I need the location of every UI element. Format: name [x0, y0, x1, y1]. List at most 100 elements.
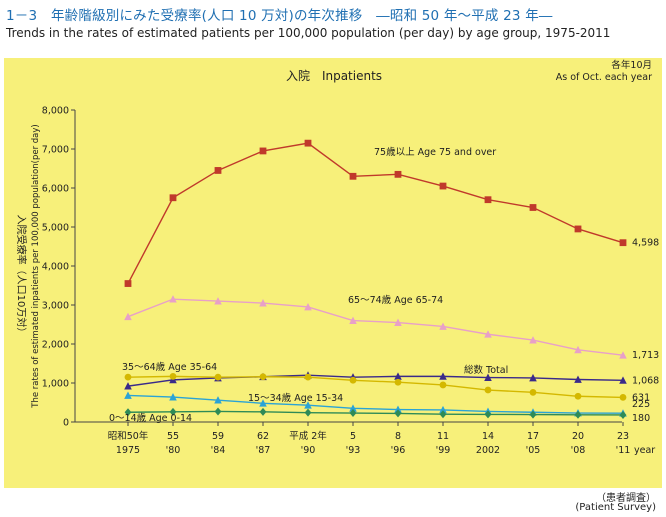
data-point [169, 295, 177, 303]
data-point [124, 382, 132, 390]
data-point [124, 373, 132, 381]
data-point [439, 182, 447, 190]
data-point [349, 409, 357, 418]
x-tick-label-ja: 23 [617, 431, 629, 442]
data-point [214, 407, 222, 416]
series-line [127, 374, 624, 387]
data-point [529, 373, 537, 382]
x-tick-label-en: '90 [301, 445, 316, 456]
data-point [124, 408, 132, 417]
x-tick-label-ja: 55 [167, 431, 179, 442]
data-point [349, 404, 357, 412]
series-end-label: 631 [632, 392, 650, 403]
chart-panel: 入院 Inpatients 各年10月 As of Oct. each year 0 1… [4, 58, 662, 488]
y-tick-label: 6,000 [42, 184, 69, 195]
data-point [124, 312, 132, 321]
data-point [304, 302, 312, 311]
data-point [169, 372, 177, 380]
data-point [214, 297, 222, 305]
data-point [529, 336, 537, 344]
y-tick-label: 0 [63, 418, 69, 429]
chart-title: 入院 Inpatients [286, 69, 382, 83]
data-point [259, 407, 267, 416]
data-point [304, 139, 312, 147]
data-point [394, 170, 402, 178]
x-tick-label-en: '80 [166, 445, 181, 456]
data-point [484, 373, 492, 381]
data-point [394, 409, 402, 418]
data-point [169, 407, 177, 416]
data-point [214, 167, 222, 174]
data-point [574, 345, 582, 354]
data-point [124, 280, 132, 287]
x-tick-label-en: '84 [211, 445, 226, 456]
data-point [169, 393, 177, 401]
data-point [259, 399, 267, 407]
series-end-label: 4,598 [632, 238, 659, 249]
data-point [304, 408, 312, 417]
x-tick-label-en: 1975 [116, 445, 140, 456]
series-end-label: 1,713 [632, 350, 659, 361]
y-axis-label-ja: 入院受療率（人口10万対） [15, 215, 28, 338]
data-point [439, 381, 447, 389]
data-point [439, 322, 447, 330]
y-tick-label: 4,000 [42, 262, 69, 273]
data-point [529, 388, 537, 396]
source-en: (Patient Survey) [575, 502, 656, 513]
series-line [127, 394, 624, 414]
series-name-label: 75歳以上 Age 75 and over [374, 146, 496, 158]
x-tick-label-ja: 20 [572, 431, 584, 442]
series-line [127, 298, 624, 356]
series-name-label: 15～34歳 Age 15-34 [248, 392, 343, 404]
data-point [259, 147, 267, 155]
data-point [439, 410, 447, 419]
y-tick-label: 7,000 [42, 145, 69, 156]
series-end-label: 225 [632, 399, 650, 410]
x-tick-label-ja: 62 [257, 431, 269, 442]
data-point [394, 318, 402, 326]
data-point [394, 405, 402, 413]
series-name-label: 65～74歳 Age 65-74 [348, 294, 443, 306]
data-point [619, 393, 627, 401]
y-tick-label: 3,000 [42, 301, 69, 312]
data-point [349, 376, 357, 384]
x-tick-label-en: '87 [256, 445, 271, 456]
data-point [484, 386, 492, 394]
page-subtitle: Trends in the rates of estimated patient… [6, 26, 611, 40]
series-end-label: 180 [632, 413, 650, 424]
data-point [124, 391, 132, 399]
data-point [394, 372, 402, 380]
y-tick-label: 5,000 [42, 223, 69, 234]
data-point [214, 373, 222, 381]
data-point [259, 299, 267, 307]
x-tick-label-ja: 昭和50年 [108, 430, 149, 442]
series-line [127, 410, 624, 416]
series-line [127, 142, 624, 284]
data-point [574, 410, 582, 419]
x-tick-label-en: '96 [391, 445, 406, 456]
data-point [259, 373, 267, 381]
series-name-label: 0～14歳 Age 0-14 [109, 412, 192, 424]
x-tick-label-ja: 8 [395, 431, 401, 442]
data-point [529, 204, 537, 211]
data-point [574, 225, 582, 233]
data-point [169, 194, 177, 202]
y-axis-label-en: The rates of estimated inpatients per 10… [31, 124, 41, 408]
x-tick-label-en: 2002 [476, 445, 500, 456]
series-name-label: 総数 Total [464, 364, 508, 376]
chart-note-ja: 各年10月 [611, 59, 652, 71]
x-tick-label-ja: 14 [482, 431, 494, 442]
chart-note-en: As of Oct. each year [556, 72, 652, 83]
data-point [619, 410, 627, 419]
data-point [349, 172, 357, 180]
x-axis-label: year [634, 445, 655, 456]
x-tick-label-ja: 5 [350, 431, 356, 442]
x-tick-label-en: '05 [526, 445, 541, 456]
data-point [484, 330, 492, 338]
x-tick-label-ja: 59 [212, 431, 224, 442]
data-point [304, 401, 312, 409]
x-tick-label-en: '99 [436, 445, 451, 456]
series-line [127, 375, 624, 399]
data-point [214, 396, 222, 404]
data-point [619, 239, 627, 247]
